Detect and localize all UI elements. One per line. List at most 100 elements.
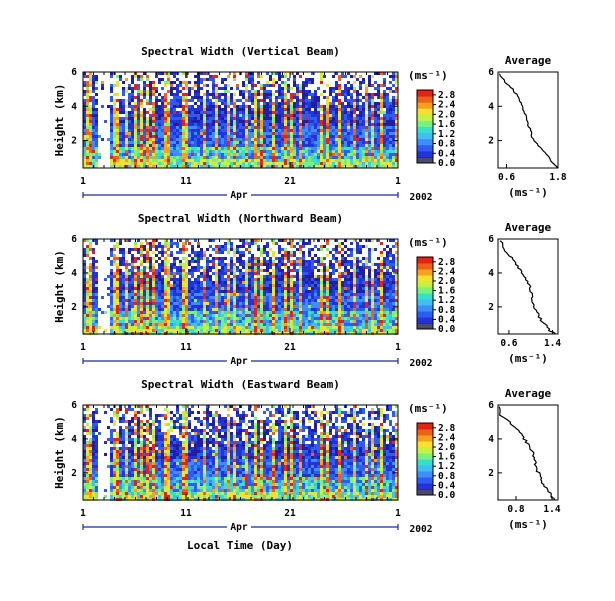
colorbar-swatch xyxy=(417,453,433,460)
colorbar-tick-label: 1.6 xyxy=(438,286,455,297)
average-y-tick-label: 6 xyxy=(488,400,494,411)
y-tick-label: 2 xyxy=(71,468,77,479)
x-tick-label: 21 xyxy=(284,508,296,519)
month-label: Apr xyxy=(230,522,247,533)
colorbar-swatch xyxy=(417,269,433,276)
y-tick-label: 4 xyxy=(71,434,77,445)
average-title: Average xyxy=(505,221,552,234)
average-x-tick-label: 0.8 xyxy=(507,504,524,515)
year-label: 2002 xyxy=(410,192,433,203)
colorbar-swatch xyxy=(417,281,433,288)
average-x-label: (ms⁻¹) xyxy=(508,186,548,199)
colorbar-frame xyxy=(416,89,434,164)
average-frame xyxy=(497,238,559,335)
panel-3: Spectral Width (Eastward Beam) 2 4 6 Height … xyxy=(53,378,561,535)
average-x-tick-label: 1.4 xyxy=(544,338,561,349)
average-y-tick-label: 2 xyxy=(488,136,494,147)
colorbar-swatch xyxy=(417,293,433,300)
colorbar-swatch xyxy=(417,263,433,270)
colorbar-tick-label: 0.0 xyxy=(438,324,455,335)
colorbar-swatch xyxy=(417,158,433,163)
colorbar-tick-label: 0.8 xyxy=(438,471,455,482)
colorbar-swatch xyxy=(417,138,433,146)
colorbar-swatch xyxy=(417,441,433,448)
colorbar-swatch xyxy=(417,114,433,121)
colorbar-tick-label: 2.4 xyxy=(438,432,455,443)
colorbar-swatch xyxy=(417,311,433,318)
y-tick-label: 6 xyxy=(71,234,77,245)
average-frame xyxy=(497,404,559,501)
colorbar-swatch xyxy=(417,423,433,430)
colorbar-tick-label: 2.8 xyxy=(438,90,455,101)
colorbar-swatch xyxy=(417,96,433,103)
average-x-label: (ms⁻¹) xyxy=(508,518,548,531)
colorbar-tick-label: 0.4 xyxy=(438,480,455,491)
average-y-tick-label: 6 xyxy=(488,234,494,245)
average-x-label: (ms⁻¹) xyxy=(508,352,548,365)
month-label: Apr xyxy=(230,190,247,201)
x-tick-label: 1 xyxy=(395,176,401,187)
panel-1: Spectral Width (Vertical Beam) 2 4 6 Height … xyxy=(53,45,567,203)
y-tick-label: 6 xyxy=(71,67,77,78)
x-tick-label: 1 xyxy=(395,342,401,353)
average-profile-line xyxy=(499,73,559,169)
colorbar-tick-label: 1.2 xyxy=(438,295,455,306)
y-tick-label: 4 xyxy=(71,101,77,112)
average-x-tick-label: 0.6 xyxy=(498,172,515,183)
colorbar-tick-label: 2.4 xyxy=(438,266,455,277)
colorbar-swatch xyxy=(417,465,433,472)
colorbar-tick-label: 2.8 xyxy=(438,257,455,268)
heatmap-cells xyxy=(83,72,398,168)
colorbar-swatch xyxy=(417,120,433,127)
average-y-tick-label: 2 xyxy=(488,468,494,479)
colorbar-swatch xyxy=(417,477,433,484)
colorbar-swatch xyxy=(417,459,433,466)
colorbar-tick-label: 1.6 xyxy=(438,452,455,463)
colorbar-tick-label: 2.4 xyxy=(438,100,455,111)
colorbar-swatch xyxy=(417,126,433,134)
average-y-tick-label: 4 xyxy=(488,268,494,279)
colorbar-swatch xyxy=(417,275,433,282)
y-tick-label: 4 xyxy=(71,268,77,279)
x-tick-label: 1 xyxy=(395,508,401,519)
average-x-tick-label: 1.4 xyxy=(543,504,560,515)
average-y-tick-label: 4 xyxy=(488,434,494,445)
year-label: 2002 xyxy=(410,524,433,535)
colorbar-swatch xyxy=(417,90,433,97)
colorbar-swatch xyxy=(417,102,433,109)
x-tick-label: 21 xyxy=(284,342,296,353)
colorbar-tick-label: 2.8 xyxy=(438,423,455,434)
x-tick-label: 11 xyxy=(180,176,192,187)
colorbar-frame xyxy=(416,256,434,330)
colorbar-tick-label: 0.0 xyxy=(438,158,455,169)
colorbar-swatch xyxy=(417,490,433,495)
month-label: Apr xyxy=(230,356,247,367)
average-x-tick-label: 1.8 xyxy=(549,172,566,183)
x-tick-label: 21 xyxy=(284,176,296,187)
y-tick-label: 2 xyxy=(71,302,77,313)
colorbar-tick-label: 1.2 xyxy=(438,461,455,472)
colorbar-tick-label: 2.0 xyxy=(438,442,455,453)
colorbar-swatch xyxy=(417,287,433,294)
x-tick-label: 1 xyxy=(80,176,86,187)
colorbar-swatch xyxy=(417,435,433,442)
colorbar-swatch xyxy=(417,471,433,478)
colorbar-swatch xyxy=(417,257,433,264)
colorbar-tick-label: 1.6 xyxy=(438,119,455,130)
colorbar-tick-label: 2.0 xyxy=(438,109,455,120)
colorbar-frame xyxy=(416,422,434,496)
colorbar-swatch xyxy=(417,447,433,454)
colorbar-swatch xyxy=(417,299,433,306)
colorbar-swatch xyxy=(417,429,433,436)
colorbar-label: (ms⁻¹) xyxy=(408,402,448,415)
colorbar-swatch xyxy=(417,132,433,140)
y-tick-label: 6 xyxy=(71,400,77,411)
average-profile-line xyxy=(499,240,556,335)
colorbar-swatch xyxy=(417,150,433,158)
y-axis-label: Height (km) xyxy=(53,416,66,489)
colorbar-swatch xyxy=(417,144,433,152)
panel-title: Spectral Width (Northward Beam) xyxy=(138,212,343,225)
panel-title: Spectral Width (Eastward Beam) xyxy=(141,378,340,391)
x-tick-label: 11 xyxy=(180,508,192,519)
